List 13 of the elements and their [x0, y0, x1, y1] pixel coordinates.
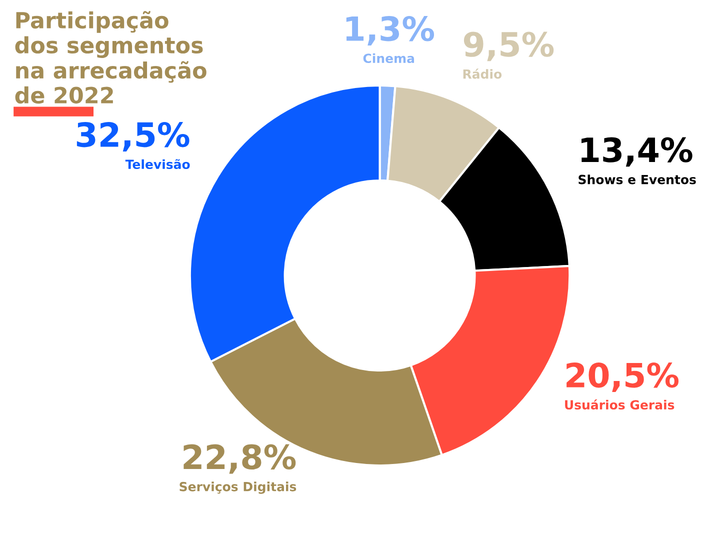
data-label: 1,3% — [346, 16, 434, 46]
slice-label: Shows e Eventos — [578, 174, 696, 184]
slice-label: Cinema — [363, 53, 414, 64]
slice-label: Usuários Gerais — [565, 399, 674, 410]
slice-label: Serviços Digitais — [180, 482, 296, 494]
data-label: 20,5% — [566, 362, 679, 392]
slice-label: Televisão — [125, 159, 190, 170]
data-label: 32,5% — [76, 122, 190, 152]
text: Participação dos segmentos na arrecadação de 2022 — [15, 11, 206, 104]
data-label: 22,8% — [184, 444, 296, 474]
data-label: 9,5% — [464, 32, 554, 62]
slice-label: Rádio — [463, 68, 502, 79]
data-label: 13,4% — [582, 137, 692, 167]
